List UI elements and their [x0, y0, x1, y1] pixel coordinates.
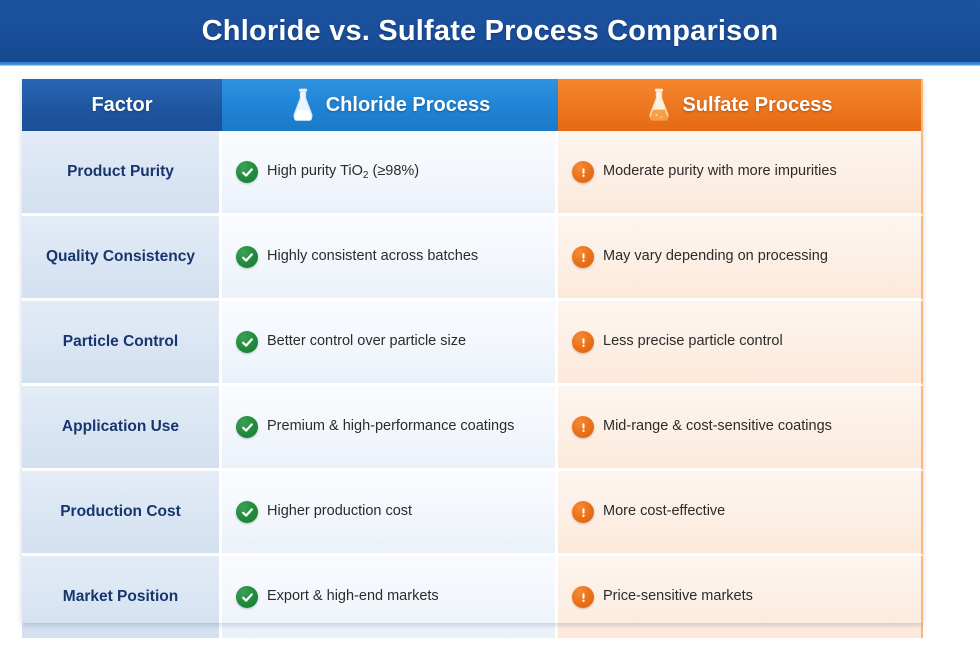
sulfate-cell-text: Price-sensitive markets [603, 588, 753, 605]
page-title: Chloride vs. Sulfate Process Comparison [201, 14, 779, 47]
check-circle-icon [236, 331, 258, 353]
sulfate-cell: Less precise particle control [558, 301, 923, 386]
warning-circle-icon [572, 246, 594, 268]
column-header-sulfate: Sulfate Process [558, 79, 923, 131]
column-header-sulfate-label: Sulfate Process [682, 93, 833, 116]
chloride-cell-text: Higher production cost [267, 503, 413, 520]
warning-circle-icon [572, 586, 594, 608]
sulfate-cell-text: Less precise particle control [603, 333, 783, 350]
column-header-factor-label: Factor [91, 93, 153, 116]
sulfate-cell: Mid-range & cost-sensitive coatings [558, 386, 923, 471]
chloride-cell: Better control over particle size [222, 301, 558, 386]
page-banner: Chloride vs. Sulfate Process Comparison [0, 0, 980, 62]
chloride-cell-text: Highly consistent across batches [267, 248, 479, 265]
sulfate-cell-text: May vary depending on processing [603, 248, 828, 265]
flask-icon [290, 88, 316, 122]
factor-cell: Particle Control [22, 301, 222, 386]
chloride-cell-text: Export & high-end markets [267, 588, 439, 605]
column-header-chloride-label: Chloride Process [325, 93, 491, 116]
factor-cell: Product Purity [22, 131, 222, 216]
factor-cell: Application Use [22, 386, 222, 471]
chloride-cell-text: Premium & high-performance coatings [267, 418, 515, 435]
chloride-cell: High purity TiO2 (≥98%) [222, 131, 558, 216]
sulfate-cell-text: Moderate purity with more impurities [603, 163, 837, 180]
table-row: Product Purity High purity TiO2 (≥98%) [22, 131, 923, 216]
chloride-cell: Export & high-end markets [222, 556, 558, 638]
sulfate-cell-text: Mid-range & cost-sensitive coatings [603, 418, 832, 435]
check-circle-icon [236, 586, 258, 608]
chloride-cell-text: High purity TiO2 (≥98%) [267, 163, 420, 182]
sulfate-cell-text: More cost-effective [603, 503, 726, 520]
chloride-cell-text: Better control over particle size [267, 333, 467, 350]
warning-circle-icon [572, 161, 594, 183]
comparison-table-wrapper: Factor Chloride Process [22, 79, 923, 638]
check-circle-icon [236, 161, 258, 183]
table-row: Particle Control Better control over par… [22, 301, 923, 386]
warning-circle-icon [572, 501, 594, 523]
comparison-table: Factor Chloride Process [22, 79, 923, 638]
check-circle-icon [236, 246, 258, 268]
sulfate-cell: May vary depending on processing [558, 216, 923, 301]
column-header-factor: Factor [22, 79, 222, 131]
sulfate-cell: Price-sensitive markets [558, 556, 923, 638]
check-circle-icon [236, 416, 258, 438]
warning-circle-icon [572, 331, 594, 353]
banner-underline [0, 62, 980, 66]
factor-cell: Market Position [22, 556, 222, 638]
table-row: Production Cost Higher production cost [22, 471, 923, 556]
check-circle-icon [236, 501, 258, 523]
chloride-cell: Higher production cost [222, 471, 558, 556]
column-header-chloride: Chloride Process [222, 79, 558, 131]
table-header-row: Factor Chloride Process [22, 79, 923, 131]
factor-cell: Quality Consistency [22, 216, 222, 301]
sulfate-cell: Moderate purity with more impurities [558, 131, 923, 216]
table-body: Product Purity High purity TiO2 (≥98%) [22, 131, 923, 638]
flask-icon [646, 88, 672, 122]
table-row: Quality Consistency Highly consistent ac… [22, 216, 923, 301]
sulfate-cell: More cost-effective [558, 471, 923, 556]
table-row: Market Position Export & high-end market… [22, 556, 923, 638]
chloride-cell: Highly consistent across batches [222, 216, 558, 301]
warning-circle-icon [572, 416, 594, 438]
table-row: Application Use Premium & high-performan… [22, 386, 923, 471]
chloride-cell: Premium & high-performance coatings [222, 386, 558, 471]
factor-cell: Production Cost [22, 471, 222, 556]
